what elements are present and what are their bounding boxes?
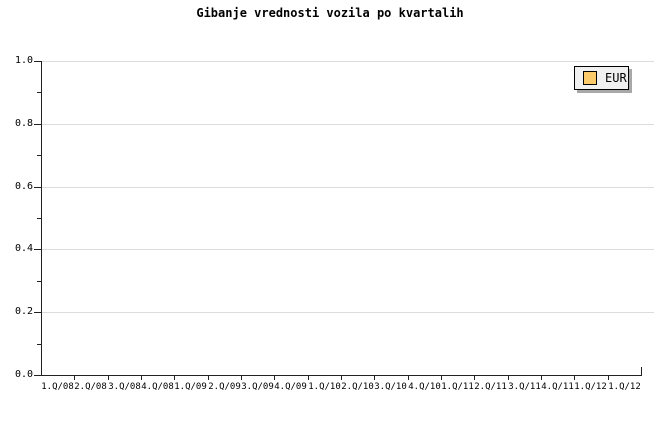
x-tick <box>308 376 309 380</box>
x-tick <box>141 376 142 380</box>
x-tick <box>408 376 409 380</box>
y-tick <box>34 187 41 188</box>
y-axis-line <box>41 61 42 376</box>
x-tick-label: 4.Q/08 <box>141 382 174 392</box>
x-tick <box>608 376 609 380</box>
gridline <box>41 187 654 188</box>
y-minor-tick <box>37 218 41 219</box>
gridline <box>41 249 654 250</box>
x-axis-endcap <box>641 367 642 375</box>
y-tick-label: 0.4 <box>14 243 33 254</box>
gridline <box>41 124 654 125</box>
x-tick <box>574 376 575 380</box>
x-tick <box>541 376 542 380</box>
x-tick-label: 1.Q/10 <box>308 382 341 392</box>
x-tick-label: 3.Q/09 <box>241 382 274 392</box>
y-tick <box>34 375 41 376</box>
y-tick-label: 0.6 <box>14 181 33 192</box>
x-tick-label: 4.Q/10 <box>408 382 441 392</box>
legend-label: EUR <box>605 71 627 85</box>
x-tick <box>274 376 275 380</box>
x-tick <box>441 376 442 380</box>
x-tick <box>174 376 175 380</box>
x-tick-label: 2.Q/08 <box>74 382 107 392</box>
x-tick <box>508 376 509 380</box>
x-tick <box>108 376 109 380</box>
y-tick <box>34 124 41 125</box>
y-minor-tick <box>37 344 41 345</box>
y-minor-tick <box>37 281 41 282</box>
legend-swatch-eur <box>583 71 597 85</box>
x-tick-label: 3.Q/08 <box>108 382 141 392</box>
x-tick <box>374 376 375 380</box>
chart-title: Gibanje vrednosti vozila po kvartalih <box>196 6 464 20</box>
x-tick-label: 1.Q/12 <box>574 382 607 392</box>
y-tick-label: 1.0 <box>14 55 33 66</box>
legend: EUR <box>574 66 629 90</box>
y-minor-tick <box>37 92 41 93</box>
x-tick-label: 4.Q/09 <box>274 382 307 392</box>
x-tick-label: 1.Q/11 <box>441 382 474 392</box>
gridline <box>41 61 654 62</box>
gridline <box>41 312 654 313</box>
x-tick-label: 1.Q/08 <box>41 382 74 392</box>
x-tick-label: 1.Q/12 <box>608 382 641 392</box>
y-tick <box>34 249 41 250</box>
x-axis-line <box>41 375 642 376</box>
x-tick-label: 4.Q/11 <box>541 382 574 392</box>
y-tick <box>34 61 41 62</box>
x-tick <box>341 376 342 380</box>
x-tick-label: 2.Q/11 <box>474 382 507 392</box>
x-tick-label: 3.Q/10 <box>374 382 407 392</box>
y-tick <box>34 312 41 313</box>
x-tick <box>208 376 209 380</box>
y-tick-label: 0.0 <box>14 369 33 380</box>
y-minor-tick <box>37 155 41 156</box>
y-tick-label: 0.2 <box>14 306 33 317</box>
x-tick-label: 1.Q/09 <box>174 382 207 392</box>
x-tick-label: 2.Q/09 <box>208 382 241 392</box>
x-tick <box>241 376 242 380</box>
x-tick <box>74 376 75 380</box>
x-tick-label: 2.Q/10 <box>341 382 374 392</box>
y-tick-label: 0.8 <box>14 118 33 129</box>
x-tick-label: 3.Q/11 <box>508 382 541 392</box>
x-tick <box>474 376 475 380</box>
